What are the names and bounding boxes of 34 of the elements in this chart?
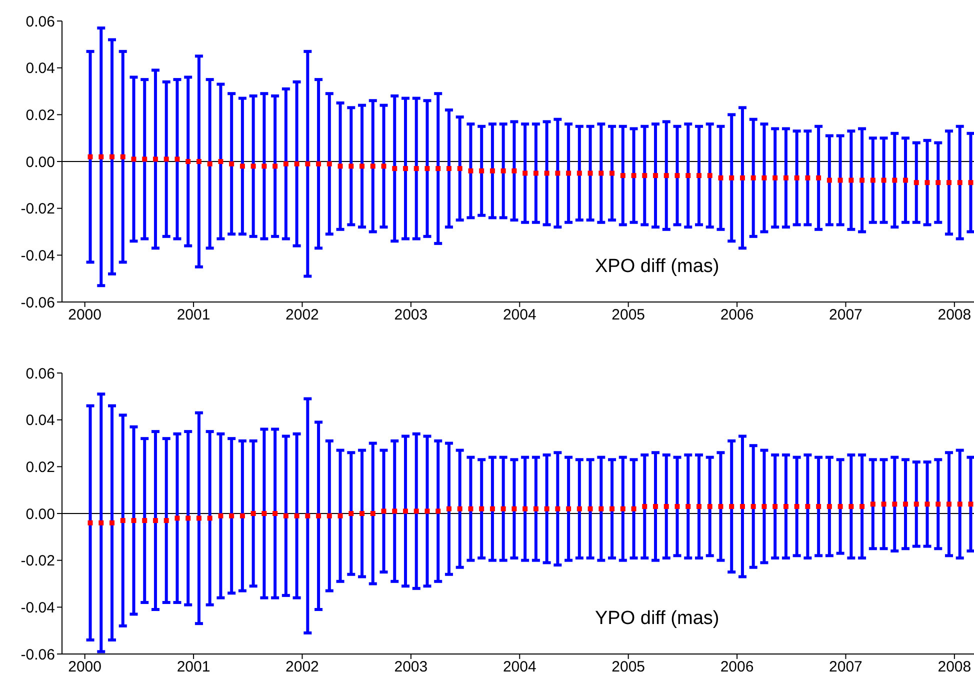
y-tick-label: 0.00 [26,506,55,523]
x-tick-label: 2003 [394,306,428,324]
y-tick-label: 0.00 [26,154,55,171]
x-tick-label: 2008 [938,306,972,324]
annotation: YPO diff (mas) [595,608,720,630]
annotation: XPO diff (mas) [595,256,720,278]
x-tick-label: 2000 [68,306,102,324]
y-tick-label: 0.02 [26,458,55,476]
y-tick-label: -0.06 [20,294,55,312]
x-tick-label: 2001 [176,658,210,676]
y-tick-label: 0.04 [26,60,55,78]
x-tick-label: 2005 [612,306,646,324]
x-tick-label: 2003 [394,658,428,676]
x-tick-label: 2007 [829,658,862,676]
x-tick-label: 2000 [68,658,102,676]
x-tick-label: 2002 [286,658,319,676]
y-tick-label: -0.02 [20,200,55,218]
y-tick-label: 0.04 [26,412,55,430]
x-tick-label: 2002 [286,306,319,324]
x-tick-label: 2001 [176,306,210,324]
x-tick-label: 2004 [502,658,536,676]
y-tick-label: -0.04 [20,599,55,616]
y-tick-label: -0.02 [20,552,55,570]
x-tick-label: 2007 [829,306,862,324]
x-tick-label: 2006 [720,306,754,324]
x-tick-label: 2005 [612,658,646,676]
x-tick-label: 2004 [502,306,536,324]
y-tick-label: 0.06 [26,365,55,382]
y-tick-label: 0.06 [26,13,55,30]
y-tick-label: -0.04 [20,247,55,264]
x-tick-label: 2008 [938,658,972,676]
x-tick-label: 2006 [720,658,754,676]
y-tick-label: 0.02 [26,106,55,124]
y-tick-label: -0.06 [20,646,55,664]
